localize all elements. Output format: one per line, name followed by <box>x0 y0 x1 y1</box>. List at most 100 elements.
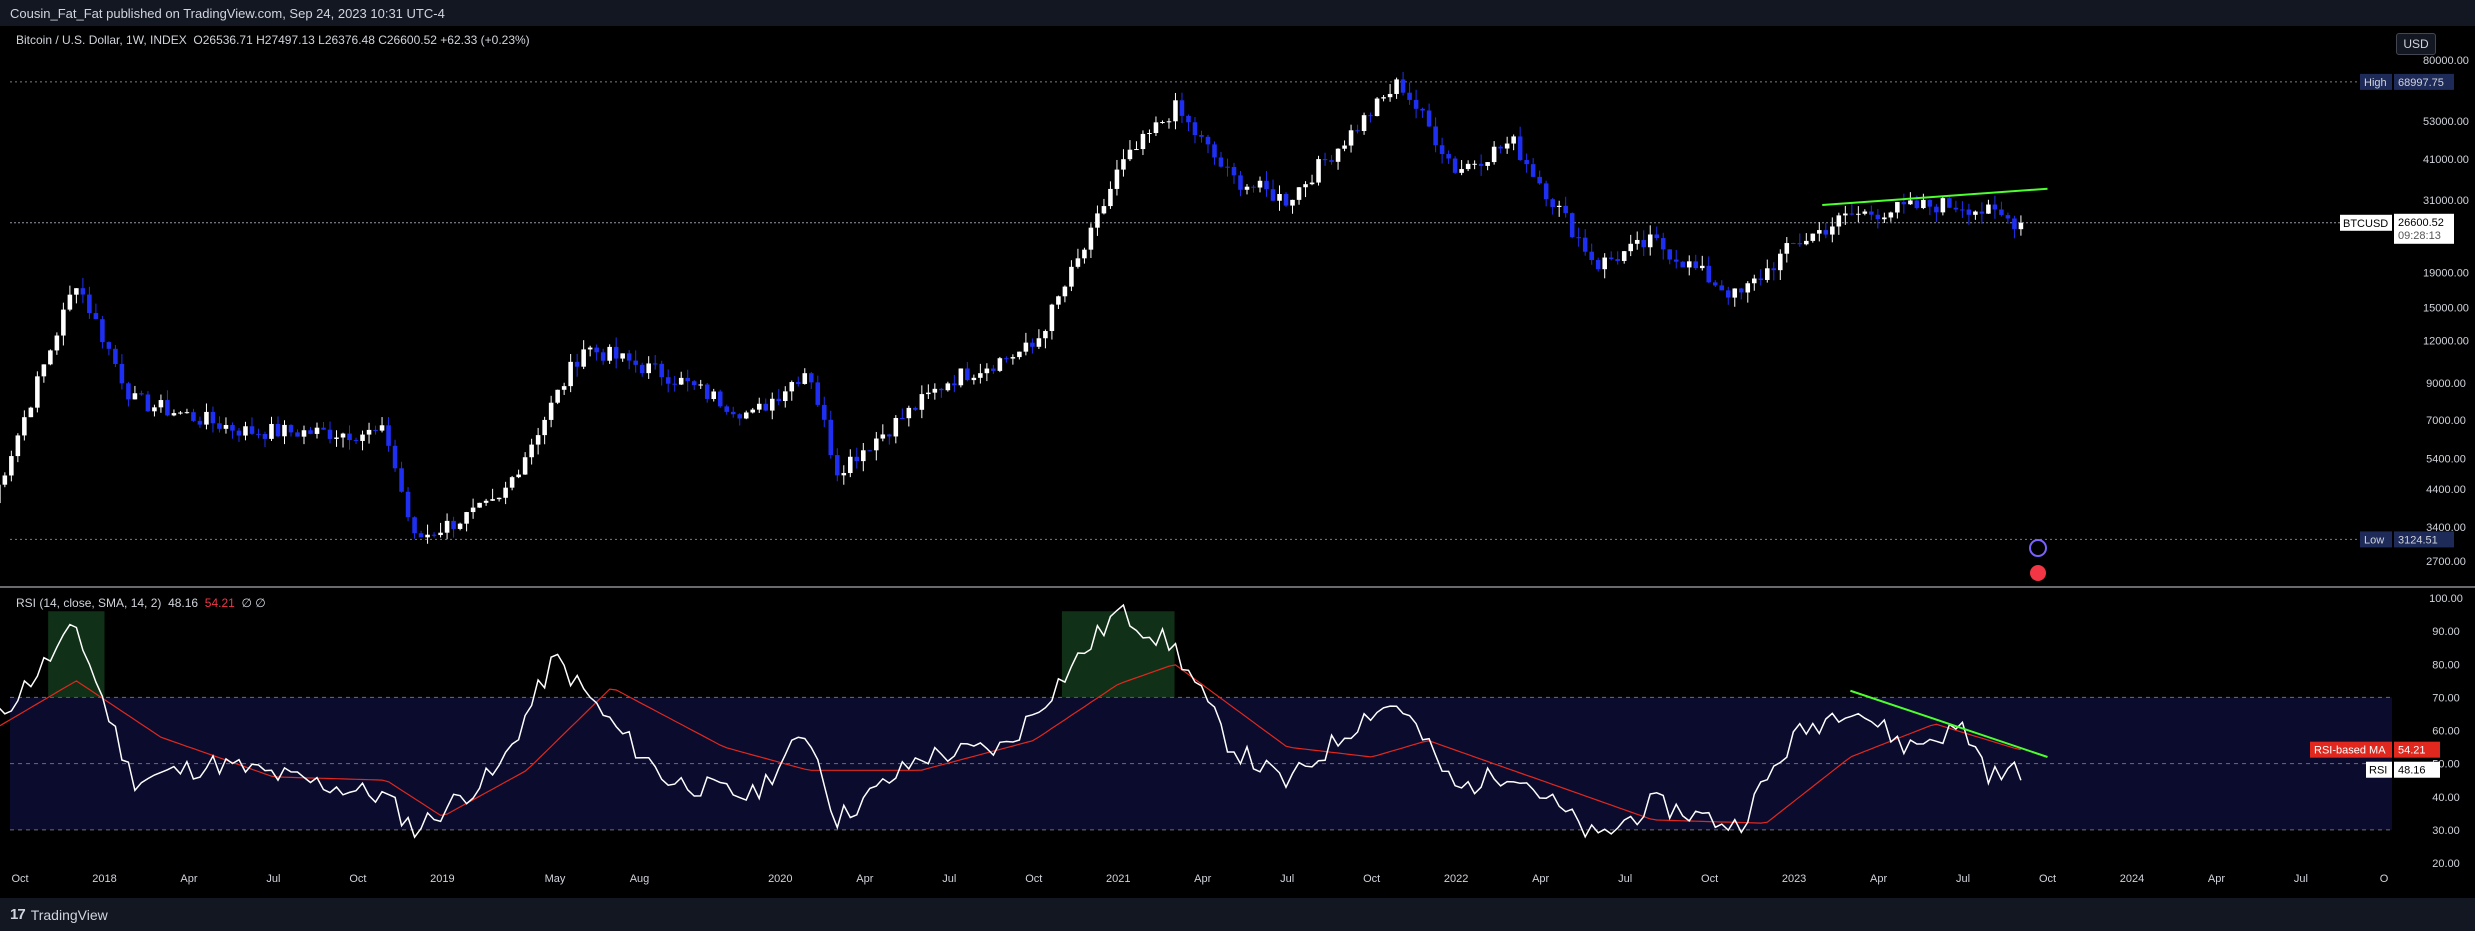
candle-body <box>1992 204 1998 210</box>
candle-body <box>1166 121 1172 123</box>
time-axis-label: Oct <box>1701 873 1718 885</box>
candle-body <box>587 347 593 350</box>
rsi-axis-label: 20.00 <box>2432 858 2460 870</box>
candle-body <box>1043 331 1048 339</box>
candle-body <box>1680 261 1686 268</box>
candle-body <box>600 352 606 361</box>
price-axis-label: 19000.00 <box>2423 268 2469 280</box>
price-axis-label: 5400.00 <box>2426 454 2466 466</box>
candle-body <box>848 456 853 474</box>
tradingview-logo-icon: 17 <box>10 906 26 923</box>
candle-body <box>555 389 560 403</box>
candle-body <box>1660 238 1666 250</box>
candle-body <box>418 533 424 538</box>
candle-body <box>939 388 944 391</box>
rsi-ma-name: RSI-based MA <box>2314 745 2386 757</box>
candle-body <box>516 474 521 478</box>
time-axis-label: Jul <box>1618 873 1632 885</box>
high-label: High <box>2364 77 2387 89</box>
candle-body <box>444 520 450 533</box>
candle-body <box>347 433 352 441</box>
candle-body <box>1608 257 1614 260</box>
candle-body <box>633 360 638 365</box>
candle-body <box>1784 243 1790 254</box>
currency-button[interactable]: USD <box>2396 33 2436 55</box>
candle-body <box>275 423 281 437</box>
candle-body <box>965 368 970 381</box>
rsi-axis-value: 48.16 <box>2398 765 2426 777</box>
candle-body <box>1778 253 1783 271</box>
time-axis-label: 2023 <box>1782 873 1806 885</box>
tradingview-logo[interactable]: 17 TradingView <box>10 906 108 923</box>
candle-body <box>1127 149 1133 160</box>
candle-body <box>1973 211 1978 215</box>
rsi-title[interactable]: RSI (14, close, SMA, 14, 2) <box>16 596 162 610</box>
candle-body <box>236 430 242 436</box>
candle-body <box>1856 213 1861 215</box>
candle-body <box>1394 79 1399 94</box>
candle-body <box>1927 199 1933 207</box>
candle-body <box>1296 187 1302 200</box>
time-axis-label: Apr <box>1532 873 1549 885</box>
candle-body <box>425 534 430 538</box>
chart-area[interactable]: 80000.00 53000.00 41000.00 31000.00 19000.00… <box>0 26 2475 898</box>
candle-body <box>392 445 398 469</box>
price-axis-label: 80000.00 <box>2423 55 2469 67</box>
candle-body <box>1439 145 1445 155</box>
candle-body <box>262 433 268 439</box>
candle-body <box>1602 257 1607 270</box>
candle-body <box>1940 198 1946 213</box>
candle-body <box>1836 215 1842 227</box>
candle-body <box>1921 199 1926 209</box>
candle-body <box>1732 288 1738 298</box>
candle-body <box>1752 278 1757 284</box>
published-text: Cousin_Fat_Fat published on TradingView.… <box>10 6 445 21</box>
candle-body <box>93 313 99 320</box>
candle-body <box>48 350 53 365</box>
candle-body <box>535 435 541 445</box>
candle-body <box>867 450 873 452</box>
candle-body <box>1374 98 1380 117</box>
candle-body <box>1595 260 1601 270</box>
candle-body <box>113 348 118 364</box>
candle-body <box>1426 110 1432 127</box>
candle-body <box>28 407 34 418</box>
candle-body <box>431 534 437 536</box>
candle-body <box>295 432 300 437</box>
candle-body <box>659 363 664 378</box>
candle-body <box>932 388 938 393</box>
last-symbol-badge <box>2340 214 2392 231</box>
symbol-title[interactable]: Bitcoin / U.S. Dollar, 1W, INDEX <box>16 33 187 47</box>
candle-body <box>574 361 580 367</box>
candle-body <box>1348 130 1354 146</box>
candle-body <box>678 377 684 385</box>
candle-body <box>1082 249 1087 259</box>
rsi-ma-name-badge <box>2310 741 2392 758</box>
candle-body <box>1934 206 1939 213</box>
candle-body <box>1882 217 1887 220</box>
candle-body <box>997 358 1003 371</box>
time-axis-label: O <box>2380 873 2389 885</box>
candle-body <box>1725 290 1731 298</box>
candle-body <box>145 394 151 412</box>
candle-body <box>1647 234 1653 248</box>
candle-body <box>1908 200 1913 205</box>
rsi-axis-label: 30.00 <box>2432 825 2460 837</box>
candle-body <box>978 373 983 378</box>
rsi-overbought-fill <box>48 611 105 698</box>
candle-body <box>900 417 905 419</box>
candle-body <box>1667 249 1673 260</box>
rsi-axis-label: 100.00 <box>2429 593 2463 605</box>
candle-body <box>1530 164 1536 177</box>
candle-body <box>1205 136 1211 145</box>
candle-body <box>1986 204 1991 214</box>
rsi-trendline <box>1850 689 2048 758</box>
time-axis-label: Apr <box>856 873 873 885</box>
candle-body <box>626 353 632 361</box>
price-axis-label: 2700.00 <box>2426 556 2466 568</box>
candle-body <box>451 520 456 529</box>
candle-body <box>2012 218 2017 230</box>
candle-body <box>789 382 795 392</box>
candle-body <box>152 407 157 412</box>
low-label: Low <box>2364 534 2384 546</box>
